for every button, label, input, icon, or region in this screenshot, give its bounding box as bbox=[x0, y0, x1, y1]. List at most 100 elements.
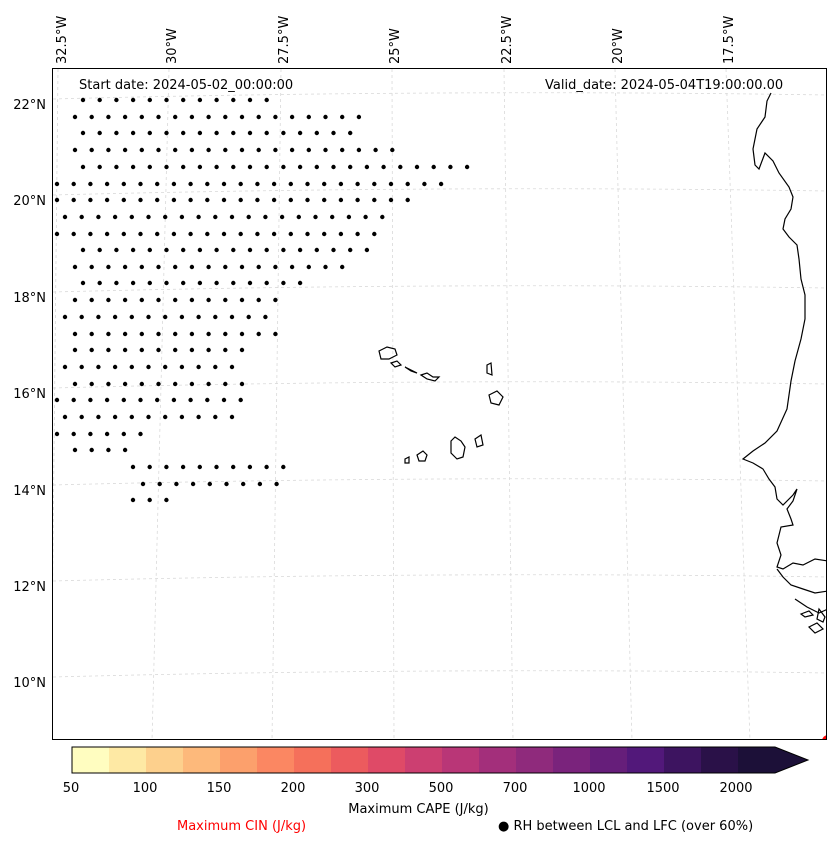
rh-stipple-dot bbox=[106, 147, 111, 153]
rh-stipple-dot bbox=[323, 114, 328, 120]
rh-stipple-dot bbox=[130, 497, 136, 503]
rh-stipple-dot bbox=[281, 464, 286, 470]
rh-stipple-dot bbox=[104, 231, 110, 237]
rh-stipple-dot bbox=[229, 314, 235, 320]
rh-stipple-dot bbox=[223, 331, 228, 337]
rh-stipple-dot bbox=[112, 364, 118, 370]
rh-stipple-dot bbox=[221, 231, 227, 237]
colorbar-segment bbox=[627, 747, 664, 773]
rh-stipple-dot bbox=[188, 197, 193, 203]
rh-stipple-dot bbox=[173, 264, 178, 270]
rh-stipple-dot bbox=[264, 247, 269, 253]
rh-stipple-dot bbox=[340, 114, 345, 120]
rh-stipple-dot bbox=[122, 331, 128, 337]
rh-stipple-dot bbox=[72, 331, 78, 337]
rh-stipple-dot bbox=[197, 247, 203, 253]
rh-stipple-dot bbox=[239, 331, 245, 337]
rh-stipple-dot bbox=[405, 181, 410, 187]
rh-stipple-dot bbox=[388, 181, 394, 187]
rh-stipple-dot bbox=[346, 214, 352, 220]
rh-stipple-dot bbox=[171, 181, 177, 187]
rh-stipple-dot bbox=[231, 280, 236, 286]
rh-stipple-dot bbox=[205, 181, 210, 187]
rh-stipple-dot bbox=[146, 214, 151, 220]
rh-stipple-dot bbox=[155, 231, 160, 237]
rh-stipple-dot bbox=[147, 464, 152, 470]
colorbar-segment bbox=[516, 747, 553, 773]
lat-label: 12°N bbox=[13, 580, 46, 595]
rh-stipple-dot bbox=[257, 481, 263, 487]
rh-stipple-dot bbox=[80, 247, 86, 253]
rh-stipple-dot bbox=[88, 431, 93, 437]
rh-stipple-dot bbox=[173, 347, 178, 353]
rh-stipple-dot bbox=[147, 280, 152, 286]
rh-stipple-dot bbox=[106, 264, 111, 270]
rh-stipple-dot bbox=[138, 181, 143, 187]
lat-label: 18°N bbox=[13, 291, 46, 306]
rh-stipple-dot bbox=[122, 264, 128, 270]
colorbar-tick-label: 150 bbox=[206, 781, 232, 796]
map-canvas[interactable] bbox=[53, 69, 827, 740]
rh-stipple-dot bbox=[129, 314, 134, 320]
rh-stipple-dot bbox=[181, 130, 186, 136]
rh-stipple-dot bbox=[338, 197, 344, 203]
rh-stipple-dot bbox=[146, 314, 151, 320]
rh-stipple-dot bbox=[72, 114, 78, 120]
rh-stipple-dot bbox=[213, 414, 218, 420]
rh-stipple-dot bbox=[273, 147, 278, 153]
lat-label: 22°N bbox=[13, 98, 46, 113]
rh-stipple-dot bbox=[171, 197, 177, 203]
rh-stipple-dot bbox=[289, 147, 295, 153]
rh-stipple-dot bbox=[231, 247, 236, 253]
rh-stipple-dot bbox=[297, 247, 303, 253]
rh-stipple-dot bbox=[281, 130, 286, 136]
rh-stipple-dot bbox=[71, 231, 76, 237]
rh-stipple-dot bbox=[96, 364, 101, 370]
rh-stipple-dot bbox=[112, 414, 118, 420]
rh-stipple-dot bbox=[221, 181, 227, 187]
colorbar-tick-label: 50 bbox=[62, 781, 80, 796]
rh-stipple-dot bbox=[89, 381, 94, 387]
rh-stipple-dot bbox=[89, 264, 94, 270]
rh-stipple-dot bbox=[223, 381, 228, 387]
rh-stipple-dot bbox=[164, 497, 169, 503]
rh-stipple-dot bbox=[97, 280, 102, 286]
lon-label: 32.5°W bbox=[55, 15, 70, 64]
cape-verde-boa-vista bbox=[488, 390, 504, 406]
rh-stipple-dot bbox=[72, 347, 78, 353]
rh-stipple-dot bbox=[214, 130, 219, 136]
map-panel[interactable] bbox=[52, 68, 827, 740]
rh-stipple-dot bbox=[223, 297, 228, 303]
cape-verde-santo-antao bbox=[378, 346, 398, 360]
rh-stipple-dot bbox=[196, 214, 201, 220]
colorbar-segment bbox=[294, 747, 331, 773]
rh-stipple-dot bbox=[264, 130, 269, 136]
rh-stipple-dot bbox=[239, 264, 245, 270]
cape-verde-santiago bbox=[450, 436, 466, 460]
rh-stipple-dot bbox=[104, 181, 110, 187]
rh-stipple-dot bbox=[97, 130, 102, 136]
rh-stipple-dot bbox=[88, 181, 93, 187]
colorbar-tick-label: 300 bbox=[354, 781, 380, 796]
rh-stipple-dot bbox=[122, 447, 128, 453]
rh-stipple-dot bbox=[239, 347, 245, 353]
rh-stipple-dot bbox=[97, 97, 102, 103]
rh-stipple-dot bbox=[314, 247, 319, 253]
colorbar-segment bbox=[257, 747, 294, 773]
rh-stipple-dot bbox=[264, 464, 269, 470]
rh-stipple-dot bbox=[348, 130, 353, 136]
rh-stipple-dot bbox=[241, 481, 246, 487]
rh-stipple-dot bbox=[104, 197, 110, 203]
rh-stipple-dot bbox=[271, 181, 277, 187]
colorbar-segment bbox=[146, 747, 183, 773]
rh-stipple-dot bbox=[224, 481, 229, 487]
rh-stipple-dot bbox=[147, 130, 152, 136]
rh-stipple-dot bbox=[104, 431, 110, 437]
rh-stipple-dot bbox=[156, 297, 161, 303]
rh-stipple-dot bbox=[106, 447, 111, 453]
rh-stipple-dot bbox=[62, 314, 68, 320]
lat-label: 14°N bbox=[13, 484, 46, 499]
cape-verde-sao-nicolau bbox=[404, 366, 418, 374]
rh-stipple-dot bbox=[89, 331, 94, 337]
parallel-line bbox=[53, 188, 826, 196]
